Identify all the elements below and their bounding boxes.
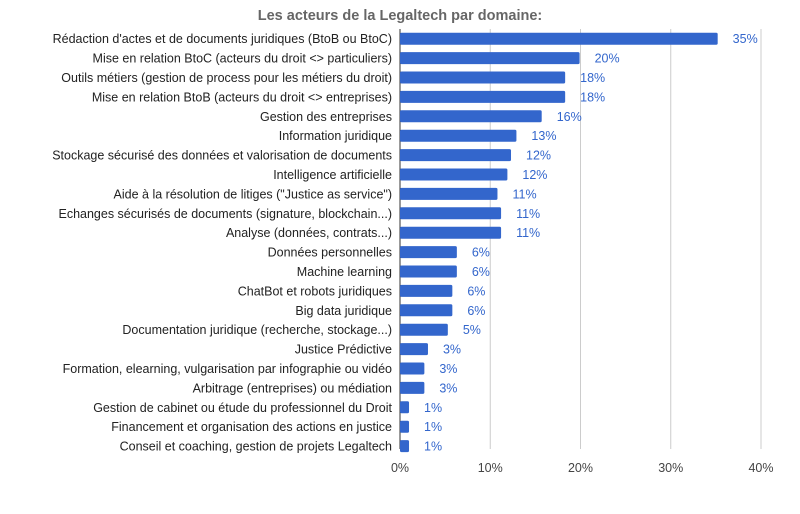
category-label: Financement et organisation des actions … bbox=[111, 420, 392, 434]
category-label: Arbitrage (entreprises) ou médiation bbox=[193, 381, 392, 395]
bar bbox=[400, 52, 580, 65]
data-label: 11% bbox=[516, 207, 540, 221]
data-label: 12% bbox=[526, 149, 551, 163]
x-tick-label: 10% bbox=[478, 461, 503, 475]
category-label: Aide à la résolution de litiges ("Justic… bbox=[114, 187, 392, 201]
category-label: Rédaction d'actes et de documents juridi… bbox=[53, 32, 392, 46]
category-labels: Rédaction d'actes et de documents juridi… bbox=[52, 32, 392, 453]
data-label: 3% bbox=[439, 362, 457, 376]
category-label: ChatBot et robots juridiques bbox=[238, 284, 392, 298]
data-label: 6% bbox=[472, 265, 490, 279]
category-label: Analyse (données, contrats...) bbox=[226, 226, 392, 240]
data-label: 3% bbox=[439, 381, 457, 395]
data-label: 1% bbox=[424, 420, 442, 434]
bar bbox=[400, 304, 453, 317]
x-tick-label: 30% bbox=[658, 461, 683, 475]
data-label: 6% bbox=[472, 246, 490, 260]
data-label: 6% bbox=[467, 284, 485, 298]
data-label: 16% bbox=[557, 110, 582, 124]
bar bbox=[400, 440, 410, 453]
x-tick-label: 0% bbox=[391, 461, 409, 475]
category-label: Gestion de cabinet ou étude du professio… bbox=[93, 401, 392, 415]
category-label: Echanges sécurisés de documents (signatu… bbox=[58, 207, 392, 221]
bar bbox=[400, 401, 410, 414]
category-label: Documentation juridique (recherche, stoc… bbox=[122, 323, 392, 337]
data-label: 1% bbox=[424, 401, 442, 415]
data-label: 18% bbox=[580, 90, 605, 104]
bar bbox=[400, 226, 502, 239]
data-label: 18% bbox=[580, 71, 605, 85]
data-label: 5% bbox=[463, 323, 481, 337]
bar bbox=[400, 187, 498, 200]
chart-title: Les acteurs de la Legaltech par domaine: bbox=[258, 8, 542, 24]
bar bbox=[400, 90, 566, 103]
category-label: Formation, elearning, vulgarisation par … bbox=[63, 362, 392, 376]
bar bbox=[400, 381, 425, 394]
data-label: 13% bbox=[531, 129, 556, 143]
bar bbox=[400, 362, 425, 375]
bar bbox=[400, 343, 428, 356]
category-label: Intelligence artificielle bbox=[273, 168, 392, 182]
x-axis-ticks: 0% 10% 20% 30% 40% bbox=[391, 461, 774, 475]
bar bbox=[400, 207, 502, 220]
data-label: 20% bbox=[595, 52, 620, 66]
bar bbox=[400, 71, 566, 84]
bar bbox=[400, 284, 453, 297]
bar bbox=[400, 110, 542, 123]
data-label: 35% bbox=[733, 32, 758, 46]
data-label: 11% bbox=[512, 187, 536, 201]
data-label: 1% bbox=[424, 440, 442, 454]
category-label: Outils métiers (gestion de process pour … bbox=[61, 71, 392, 85]
bar bbox=[400, 168, 508, 181]
bar bbox=[400, 420, 410, 433]
category-label: Données personnelles bbox=[268, 246, 392, 260]
category-label: Machine learning bbox=[297, 265, 392, 279]
category-label: Information juridique bbox=[279, 129, 392, 143]
bars bbox=[400, 32, 718, 453]
bar bbox=[400, 246, 457, 259]
category-label: Mise en relation BtoB (acteurs du droit … bbox=[92, 90, 392, 104]
bar bbox=[400, 129, 517, 142]
category-label: Stockage sécurisé des données et valoris… bbox=[52, 149, 392, 163]
data-label: 11% bbox=[516, 226, 540, 240]
data-labels: 35% 20% 18% 18% 16%13% 12% 12% 11% 11% 11% 6% 6% 6% 6… bbox=[424, 32, 758, 453]
x-tick-label: 20% bbox=[568, 461, 593, 475]
category-label: Conseil et coaching, gestion de projets … bbox=[120, 440, 392, 454]
data-label: 12% bbox=[522, 168, 547, 182]
bar bbox=[400, 149, 512, 162]
bar bbox=[400, 265, 457, 278]
category-label: Justice Prédictive bbox=[295, 343, 392, 357]
x-tick-label: 40% bbox=[748, 461, 773, 475]
category-label: Gestion des entreprises bbox=[260, 110, 392, 124]
data-label: 6% bbox=[467, 304, 485, 318]
category-label: Big data juridique bbox=[295, 304, 392, 318]
category-label: Mise en relation BtoC (acteurs du droit … bbox=[93, 52, 392, 66]
bar bbox=[400, 32, 718, 45]
data-label: 3% bbox=[443, 343, 461, 357]
bar bbox=[400, 323, 448, 336]
